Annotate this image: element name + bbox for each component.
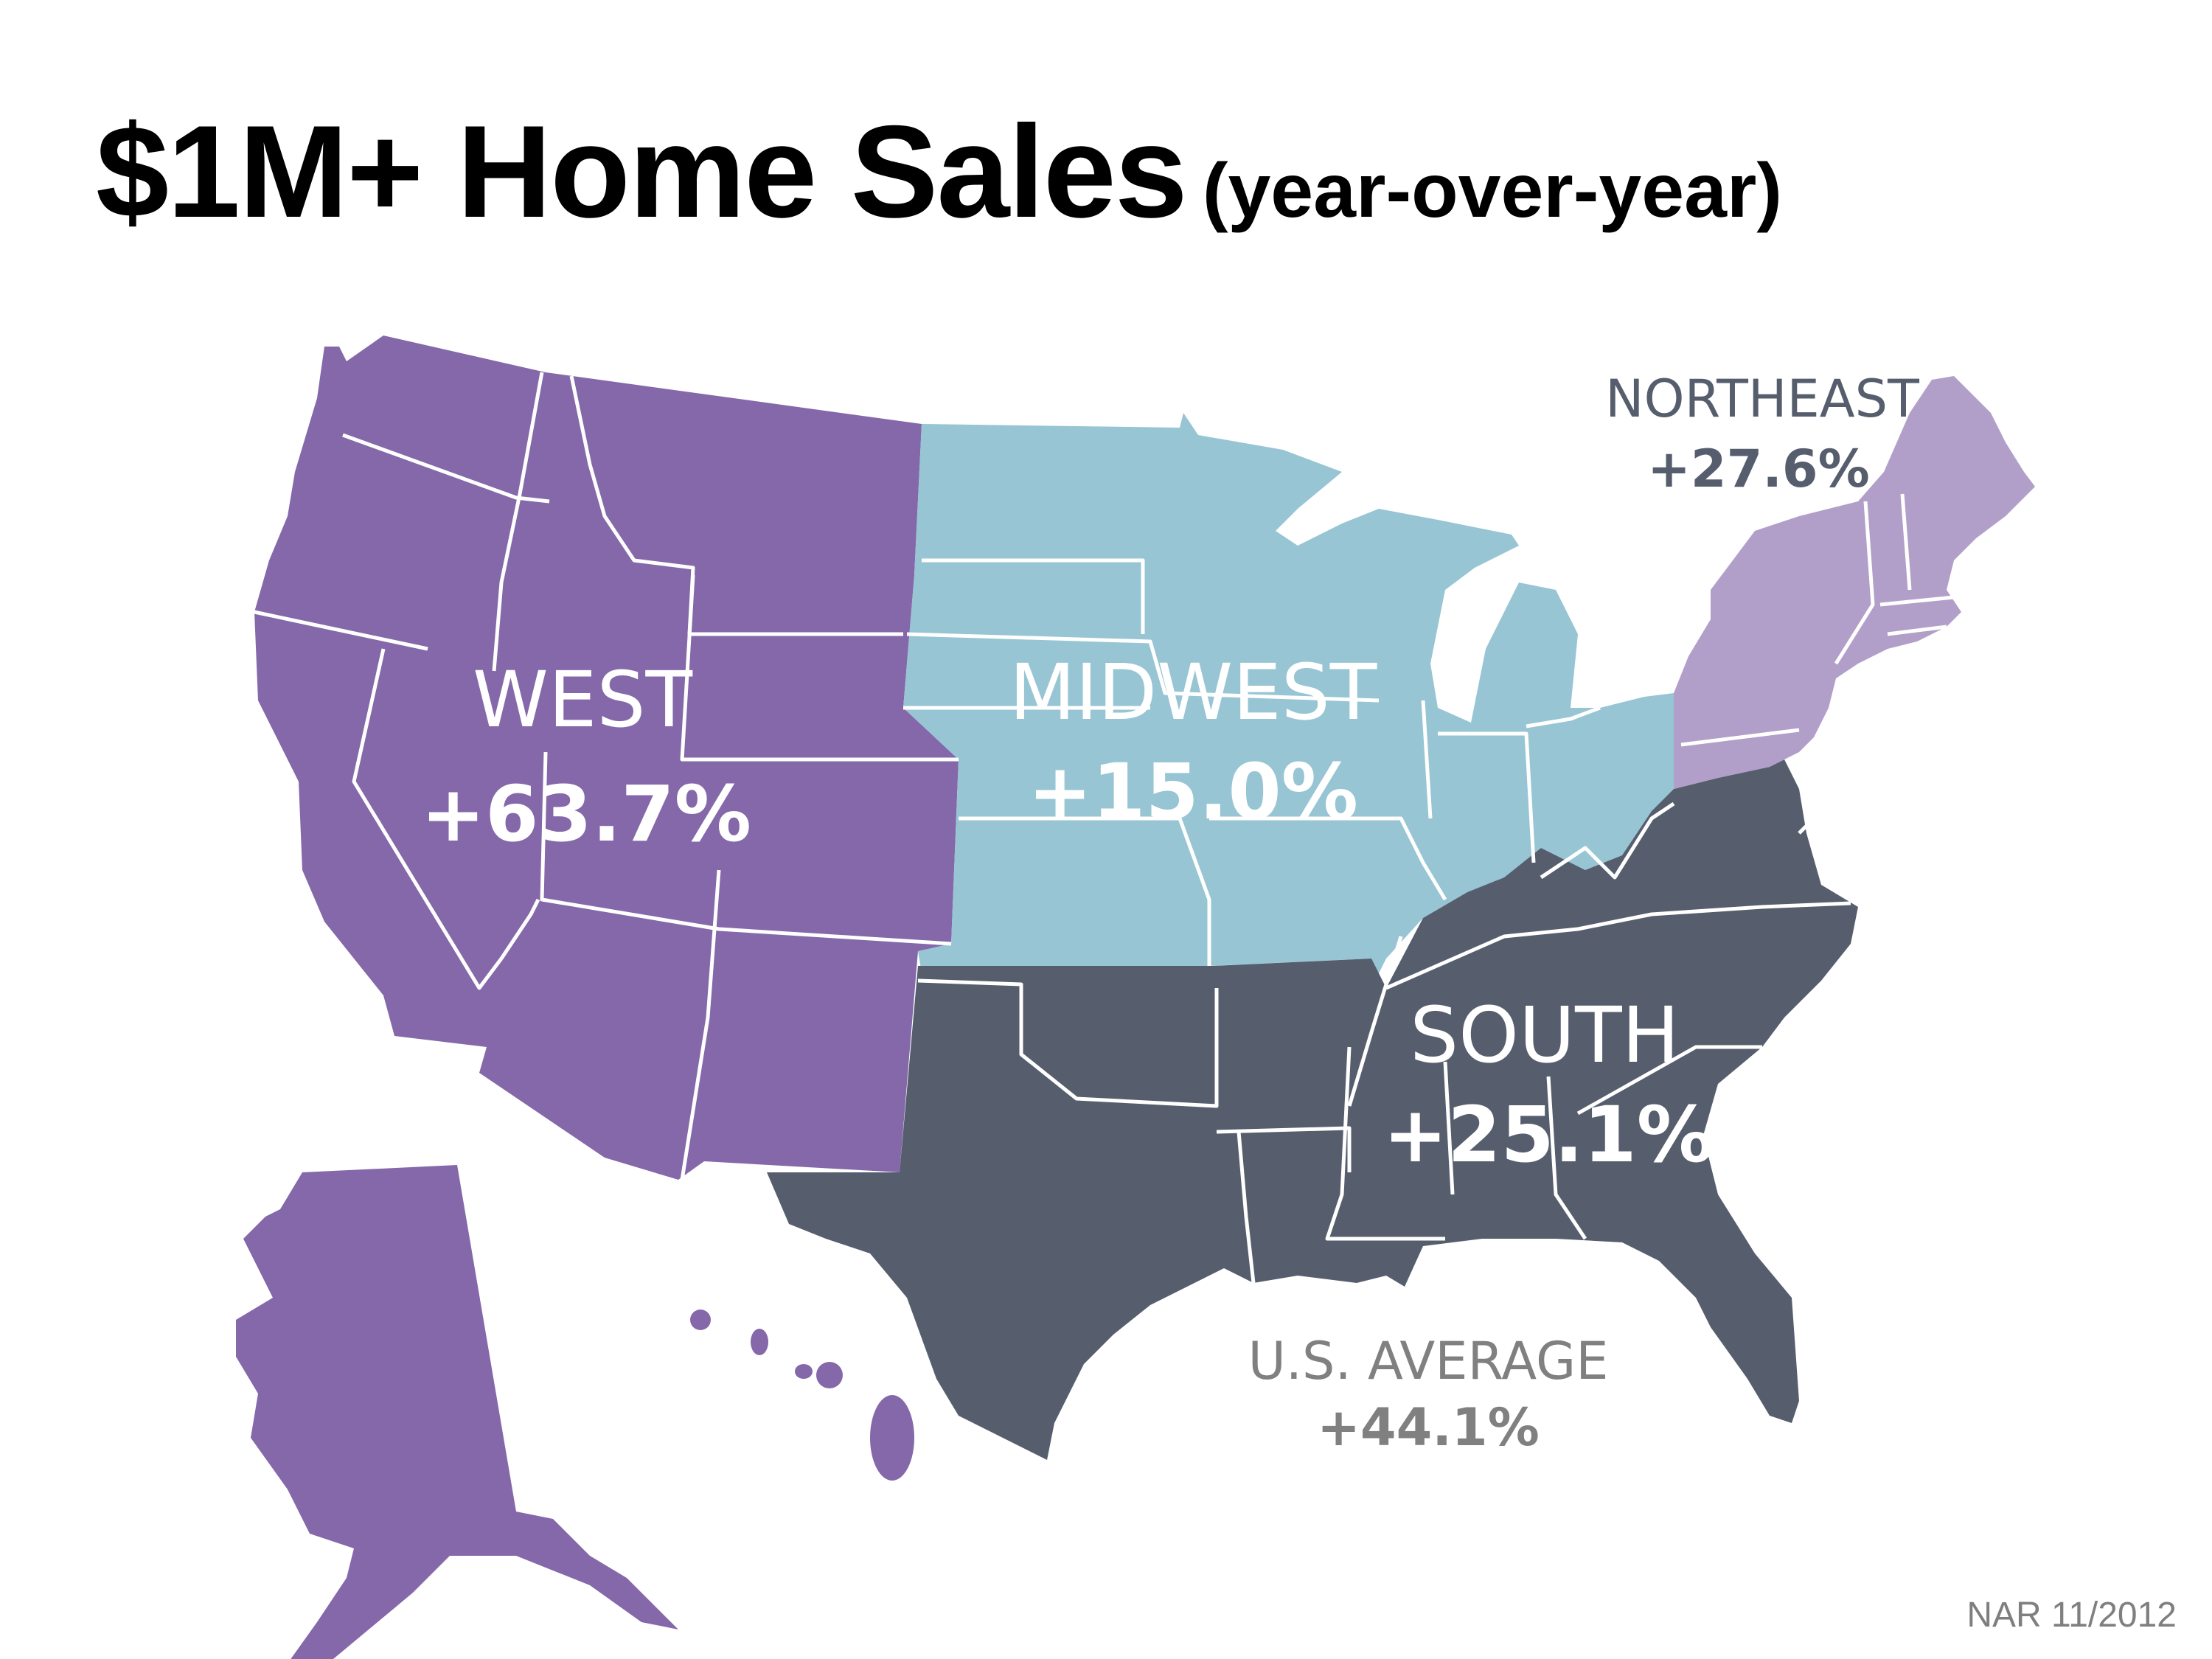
page-title: $1M+ Home Sales (year-over-year): [96, 96, 1782, 247]
region-west: [254, 335, 959, 1180]
south-value-label: +25.1%: [1383, 1090, 1714, 1180]
west-value-label: +63.7%: [421, 769, 751, 859]
west-name-label: WEST: [473, 655, 693, 745]
south-name-label: SOUTH: [1410, 990, 1680, 1080]
northeast-value-label: +27.6%: [1647, 439, 1870, 499]
region-west-alaska: [236, 1165, 678, 1659]
us-average-value: +44.1%: [1317, 1397, 1540, 1458]
midwest-value-label: +15.0%: [1028, 747, 1358, 837]
northeast-name-label: NORTHEAST: [1605, 369, 1919, 429]
region-south: [767, 759, 1858, 1460]
title-subtitle: (year-over-year): [1202, 148, 1783, 234]
region-northeast: [1674, 376, 2035, 789]
source-citation: NAR 11/2012: [1966, 1596, 2177, 1635]
state-borders: [254, 372, 1955, 1284]
region-midwest: [903, 413, 1674, 988]
region-west-hawaii: [690, 1310, 914, 1481]
midwest-name-label: MIDWEST: [1009, 647, 1377, 737]
us-average-label: U.S. AVERAGE: [1248, 1331, 1609, 1391]
title-main: $1M+ Home Sales: [96, 98, 1188, 245]
